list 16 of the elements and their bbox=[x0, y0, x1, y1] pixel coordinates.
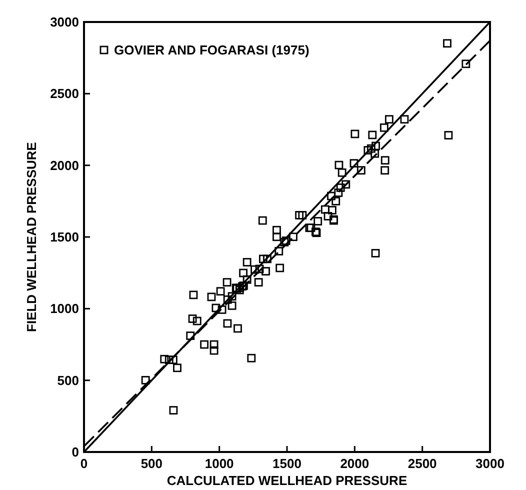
x-tick-label: 500 bbox=[140, 456, 163, 471]
legend-label: GOVIER AND FOGARASI (1975) bbox=[114, 42, 310, 58]
y-tick-label: 1000 bbox=[50, 301, 79, 316]
x-tick-label: 2000 bbox=[340, 456, 370, 471]
x-tick-label: 2500 bbox=[408, 456, 437, 471]
y-tick-label: 1500 bbox=[50, 230, 79, 245]
y-tick-label: 3000 bbox=[50, 14, 79, 30]
x-tick-label: 1000 bbox=[204, 456, 234, 471]
y-axis-title: FIELD WELLHEAD PRESSURE bbox=[24, 142, 39, 332]
y-tick-label: 0 bbox=[72, 444, 79, 460]
x-axis-title: CALCULATED WELLHEAD PRESSURE bbox=[166, 473, 408, 488]
y-tick-label: 2500 bbox=[50, 86, 79, 102]
y-tick-label: 500 bbox=[57, 372, 79, 388]
y-tick-label: 2000 bbox=[50, 158, 79, 173]
x-tick-label: 1500 bbox=[272, 456, 302, 471]
x-tick-label: 3000 bbox=[476, 456, 504, 471]
